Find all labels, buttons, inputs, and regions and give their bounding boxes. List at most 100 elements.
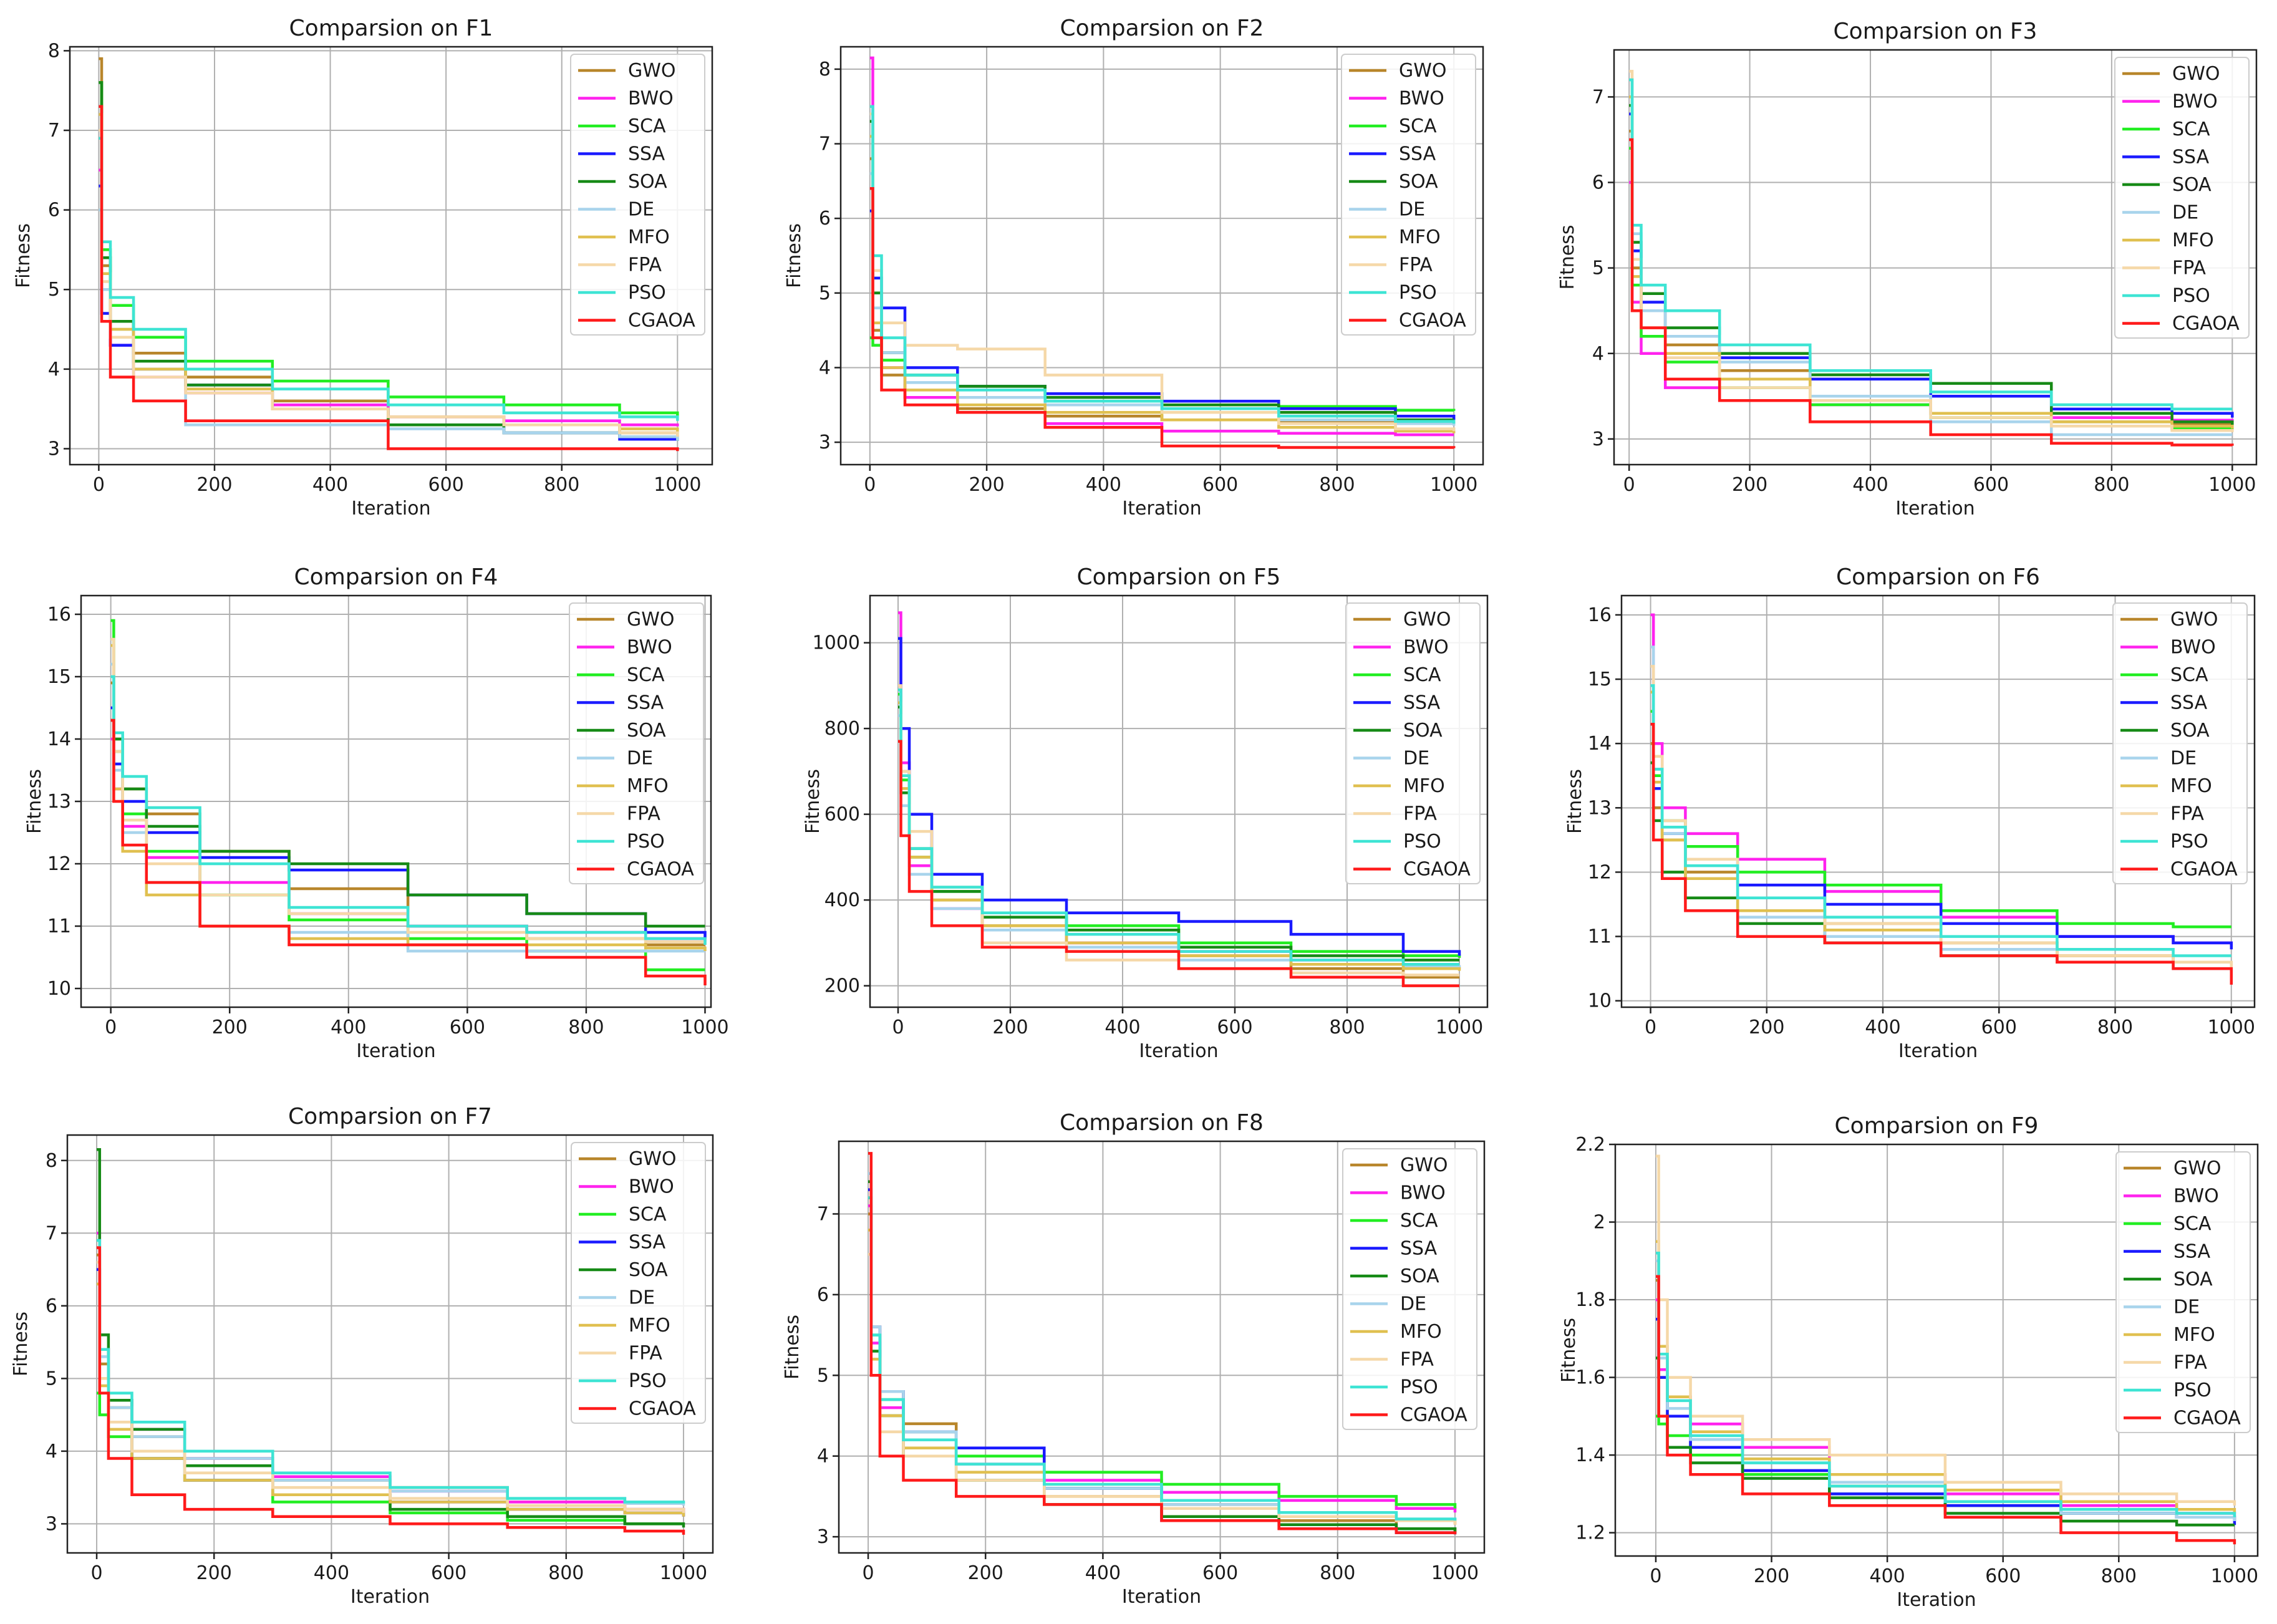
y-tick-label: 5 (819, 283, 831, 304)
y-tick-label: 1.8 (1575, 1289, 1605, 1311)
x-tick-label: 600 (1985, 1565, 2021, 1587)
x-axis-label: Iteration (1122, 1586, 1201, 1608)
legend-label-cgaoa: CGAOA (629, 1398, 696, 1420)
legend-label-ssa: SSA (629, 1232, 666, 1254)
legend-label-ssa: SSA (2170, 692, 2208, 714)
legend-label-pso: PSO (628, 282, 666, 304)
x-tick-label: 200 (1749, 1017, 1784, 1038)
series-line-pso (110, 675, 707, 945)
legend-label-mfo: MFO (1400, 1321, 1442, 1343)
y-tick-label: 10 (47, 978, 71, 1000)
legend-label-de: DE (2170, 748, 2197, 770)
series-line-cgaoa (1656, 1275, 2236, 1545)
series-line-pso (99, 137, 679, 421)
x-tick-label: 400 (1865, 1017, 1900, 1038)
legend-label-gwo: GWO (2170, 609, 2218, 631)
series-group (1629, 70, 2234, 447)
series-line-cgaoa (110, 718, 707, 985)
chart-title: Comparsion on F2 (1060, 16, 1264, 41)
series-line-cgaoa (1629, 138, 2234, 447)
chart-title: Comparsion on F4 (294, 564, 498, 590)
series-line-fpa (1656, 1154, 2236, 1506)
y-tick-label: 6 (1592, 172, 1604, 194)
legend: GWO BWO SCA SSA SOA DE MFO FPA PSO CGAOA (571, 1142, 706, 1424)
legend-label-fpa: FPA (2173, 1352, 2207, 1374)
x-tick-label: 800 (544, 474, 579, 496)
legend-label-de: DE (1399, 199, 1425, 221)
legend-label-gwo: GWO (629, 1148, 677, 1170)
y-tick-label: 5 (48, 279, 60, 301)
x-tick-label: 200 (969, 474, 1004, 496)
legend: GWO BWO SCA SSA SOA DE MFO FPA PSO CGAOA (2112, 602, 2248, 884)
x-tick-label: 400 (1105, 1017, 1140, 1038)
legend-label-de: DE (628, 199, 654, 221)
legend-label-fpa: FPA (1400, 1349, 1434, 1371)
y-tick-label: 12 (1588, 861, 1612, 883)
x-tick-label: 400 (1869, 1565, 1905, 1587)
y-tick-label: 15 (47, 666, 71, 688)
axes-frame (66, 1134, 714, 1554)
legend-label-cgaoa: CGAOA (628, 310, 695, 332)
x-tick-label: 400 (312, 474, 348, 496)
y-tick-label: 6 (817, 1284, 829, 1306)
axes-frame (838, 1140, 1486, 1554)
y-tick-label: 16 (47, 604, 71, 626)
x-tick-label: 600 (431, 1562, 467, 1584)
legend-label-mfo: MFO (1399, 226, 1441, 248)
y-tick-label: 1.4 (1575, 1444, 1605, 1466)
legend-label-cgaoa: CGAOA (627, 859, 694, 881)
legend-label-fpa: FPA (2172, 258, 2206, 279)
legend-label-soa: SOA (2170, 720, 2210, 742)
y-tick-label: 4 (46, 1441, 57, 1462)
y-tick-label: 2.2 (1575, 1134, 1605, 1156)
legend-label-de: DE (629, 1287, 655, 1309)
legend-label-sca: SCA (629, 1204, 667, 1225)
axes-frame (69, 46, 713, 466)
y-tick-label: 3 (819, 432, 831, 453)
x-tick-label: 0 (1645, 1017, 1656, 1038)
y-axis-label: Fitness (10, 1312, 32, 1376)
series-line-fpa (898, 684, 1459, 977)
y-tick-label: 7 (817, 1203, 829, 1225)
legend-label-ssa: SSA (2172, 147, 2210, 168)
y-axis-label: Fitness (781, 1315, 803, 1380)
legend-label-gwo: GWO (2173, 1158, 2221, 1179)
series-group (1650, 613, 2233, 985)
y-tick-label: 600 (824, 804, 860, 826)
y-axis-label: Fitness (1564, 769, 1586, 834)
legend-label-cgaoa: CGAOA (1400, 1404, 1467, 1426)
series-group (110, 619, 707, 985)
x-axis-label: Iteration (350, 1586, 430, 1608)
chart-title: Comparsion on F6 (1836, 564, 2040, 590)
series-line-ssa (898, 637, 1461, 956)
y-tick-label: 1.6 (1575, 1367, 1605, 1389)
legend-label-bwo: BWO (1403, 637, 1449, 659)
x-tick-label: 1000 (654, 474, 701, 496)
legend-label-mfo: MFO (2172, 230, 2214, 251)
y-tick-label: 1000 (813, 632, 860, 654)
x-tick-label: 200 (968, 1562, 1003, 1584)
x-tick-label: 800 (2101, 1565, 2137, 1587)
legend-label-mfo: MFO (1403, 775, 1445, 797)
series-group (1656, 1154, 2236, 1545)
x-tick-label: 1000 (1430, 474, 1477, 496)
series-line-gwo (869, 157, 1454, 424)
x-tick-label: 1000 (1431, 1562, 1479, 1584)
y-axis-label: Fitness (1557, 225, 1578, 290)
y-tick-label: 4 (819, 357, 831, 379)
chart-panel-1: 0 200 400 600 800 1000 3 4 5 6 7 8 Comparsion on F1 I… (12, 16, 713, 520)
legend-label-ssa: SSA (2173, 1241, 2211, 1263)
x-tick-label: 200 (196, 1562, 232, 1584)
legend-label-pso: PSO (2172, 285, 2210, 307)
x-tick-label: 1000 (660, 1562, 707, 1584)
legend-label-soa: SOA (1403, 720, 1443, 742)
legend-label-gwo: GWO (2172, 63, 2220, 85)
axes-frame (1613, 49, 2258, 466)
y-tick-label: 5 (817, 1365, 829, 1386)
series-line-cgaoa (869, 187, 1456, 449)
legend-label-bwo: BWO (1399, 88, 1444, 110)
y-tick-label: 10 (1588, 990, 1612, 1012)
x-tick-label: 200 (212, 1017, 248, 1038)
legend-label-pso: PSO (1400, 1376, 1438, 1398)
legend: GWO BWO SCA SSA SOA DE MFO FPA PSO CGAOA (1342, 1148, 1477, 1430)
